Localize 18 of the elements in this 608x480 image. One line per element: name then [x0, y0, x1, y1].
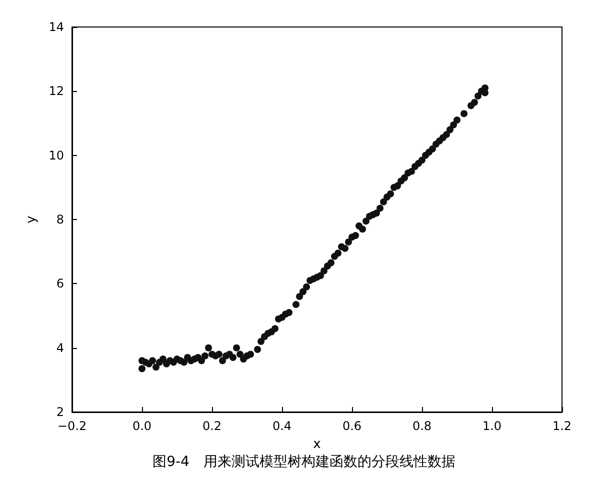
x-tick-label: 1.0 — [482, 419, 502, 433]
y-tick-label: 12 — [48, 84, 64, 98]
y-tick-label: 4 — [56, 340, 64, 355]
caption: 图9-4 用来测试模型树构建函数的分段线性数据 — [152, 454, 456, 470]
x-tick-label: 0.4 — [272, 419, 292, 433]
x-tick-label: −0.2 — [57, 419, 87, 433]
x-tick-label: 0.2 — [202, 419, 222, 433]
x-axis-title: x — [313, 437, 322, 452]
y-tick-label: 10 — [48, 148, 64, 162]
y-tick-label: 2 — [56, 405, 64, 419]
x-tick-label: 0.6 — [342, 419, 362, 433]
x-tick-label: 1.2 — [552, 419, 572, 433]
y-tick-label: 6 — [56, 276, 64, 291]
y-tick-label: 8 — [56, 212, 64, 226]
y-axis-title: y — [24, 215, 39, 224]
x-tick-label: 0.0 — [132, 419, 152, 433]
x-tick-label: 0.8 — [412, 419, 432, 433]
y-tick-label: 14 — [48, 20, 64, 34]
